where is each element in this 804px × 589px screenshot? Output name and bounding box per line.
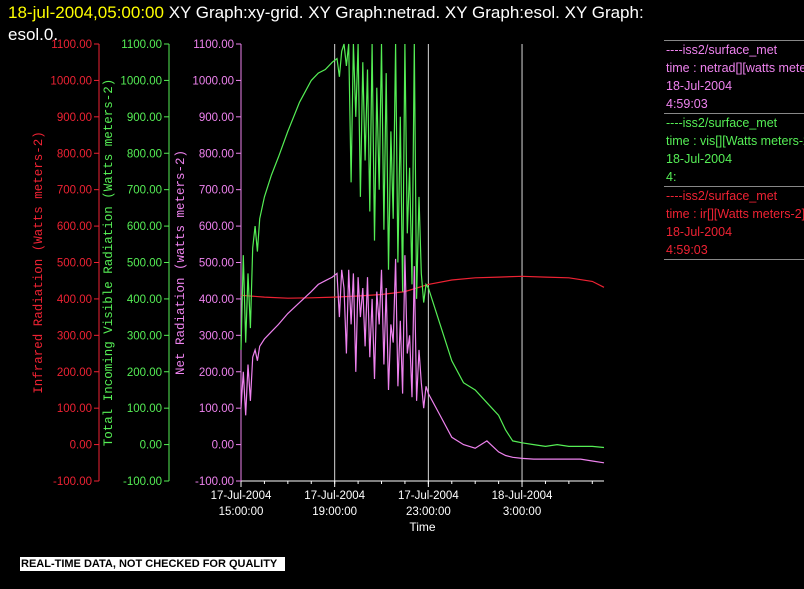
legend-entry-ir: ----iss2/surface_met time : ir[][Watts m… (664, 186, 804, 260)
y-tick-label: 400.00 (127, 294, 162, 306)
legend-series-time: 4: (666, 170, 677, 184)
x-tick-label: 15:00:00 (219, 506, 264, 518)
x-tick-label: 17-Jul-2004 (211, 490, 272, 502)
y-tick-label: 400.00 (57, 294, 92, 306)
y-tick-label: 600.00 (127, 221, 162, 233)
header-timestamp: 18-jul-2004,05:00:00 (8, 3, 164, 22)
y-tick-label: 900.00 (199, 112, 234, 124)
y-tick-label: 500.00 (57, 258, 92, 270)
y-tick-label: -100.00 (195, 476, 234, 488)
series-line (240, 275, 605, 299)
y-tick-label: 1000.00 (192, 75, 234, 87)
y-axis-label: Net Radiation (watts meters-2) (174, 150, 188, 375)
y-tick-label: 100.00 (127, 403, 162, 415)
y-tick-label: 700.00 (127, 185, 162, 197)
y-tick-label: -100.00 (123, 476, 162, 488)
y-tick-label: 200.00 (57, 367, 92, 379)
legend-series-date: 18-Jul-2004 (666, 152, 733, 166)
y-axis-label: Infrared Radiation (Watts meters-2) (32, 131, 46, 394)
y-axis-label: Total Incoming Visible Radiation (Watts … (102, 79, 116, 447)
y-tick-label: 0.00 (212, 440, 234, 452)
y-tick-label: 0.00 (140, 440, 162, 452)
y-tick-label: 500.00 (199, 258, 234, 270)
y-tick-label: 900.00 (127, 112, 162, 124)
header-title-line2: esol.0. (8, 25, 59, 44)
x-axis-label: Time (409, 520, 436, 534)
y-tick-label: 1100.00 (193, 39, 234, 51)
x-tick-label: 18-Jul-2004 (492, 490, 553, 502)
y-tick-label: 800.00 (199, 148, 234, 160)
legend-series-name: ----iss2/surface_met (666, 116, 778, 130)
x-tick-label: 3:00:00 (503, 506, 541, 518)
legend-series-var: time : netrad[][watts meters-2] (666, 61, 804, 75)
legend-series-time: 4:59:03 (666, 97, 708, 111)
y-tick-label: 300.00 (127, 330, 162, 342)
legend-series-name: ----iss2/surface_met (666, 189, 778, 203)
y-tick-label: 300.00 (57, 330, 92, 342)
y-tick-label: 700.00 (57, 185, 92, 197)
legend-series-var: time : ir[][Watts meters-2] (666, 207, 804, 221)
y-tick-label: 800.00 (127, 148, 162, 160)
legend-series-date: 18-Jul-2004 (666, 225, 733, 239)
chart-header: 18-jul-2004,05:00:00 XY Graph:xy-grid. X… (8, 2, 798, 46)
legend-entry-vis: ----iss2/surface_met time : vis[][Watts … (664, 113, 804, 186)
y-tick-label: 0.00 (70, 440, 92, 452)
y-tick-label: 1100.00 (121, 39, 162, 51)
quality-disclaimer: REAL-TIME DATA, NOT CHECKED FOR QUALITY (20, 557, 286, 571)
x-tick-label: 23:00:00 (406, 506, 451, 518)
legend-series-date: 18-Jul-2004 (666, 79, 733, 93)
y-tick-label: 1000.00 (50, 75, 92, 87)
legend-series-time: 4:59:03 (666, 243, 708, 257)
x-tick-label: 17-Jul-2004 (398, 490, 459, 502)
series-line (240, 255, 605, 464)
y-tick-label: 100.00 (199, 403, 234, 415)
legend-entry-netrad: ----iss2/surface_met time : netrad[][wat… (664, 40, 804, 113)
header-title: XY Graph:xy-grid. XY Graph:netrad. XY Gr… (163, 3, 644, 22)
y-tick-label: 900.00 (57, 112, 92, 124)
y-tick-label: 1000.00 (120, 75, 162, 87)
y-tick-label: 400.00 (199, 294, 234, 306)
y-tick-label: 600.00 (57, 221, 92, 233)
y-tick-label: 200.00 (199, 367, 234, 379)
legend-series-name: ----iss2/surface_met (666, 43, 778, 57)
x-tick-label: 19:00:00 (312, 506, 357, 518)
y-tick-label: 600.00 (199, 221, 234, 233)
legend: ----iss2/surface_met time : netrad[][wat… (664, 40, 804, 260)
y-tick-label: 200.00 (127, 367, 162, 379)
y-tick-label: -100.00 (53, 476, 92, 488)
y-tick-label: 300.00 (199, 330, 234, 342)
series-line (240, 43, 605, 449)
x-tick-label: 17-Jul-2004 (304, 490, 365, 502)
y-tick-label: 500.00 (127, 258, 162, 270)
y-tick-label: 1100.00 (51, 39, 92, 51)
y-tick-label: 700.00 (199, 185, 234, 197)
y-tick-label: 100.00 (57, 403, 92, 415)
y-tick-label: 800.00 (57, 148, 92, 160)
legend-series-var: time : vis[][Watts meters-2] (666, 134, 804, 148)
